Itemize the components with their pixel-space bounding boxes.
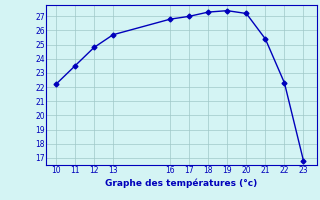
X-axis label: Graphe des températures (°c): Graphe des températures (°c)	[106, 178, 258, 188]
